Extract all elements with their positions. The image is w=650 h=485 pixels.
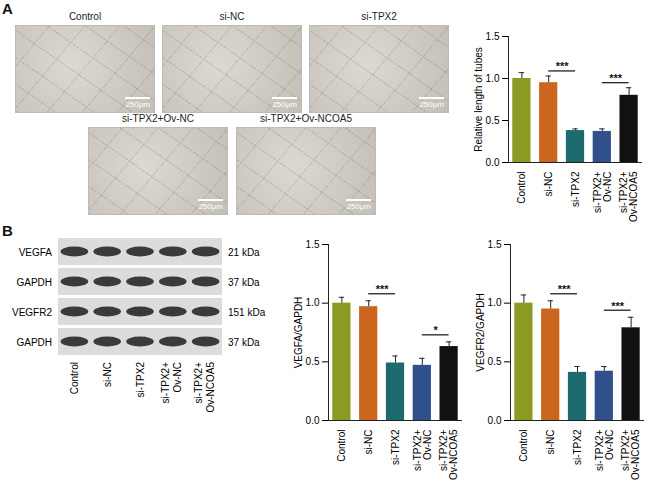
svg-text:si-NC: si-NC (545, 430, 556, 455)
svg-text:0.5: 0.5 (488, 356, 502, 367)
svg-text:0.5: 0.5 (306, 356, 320, 367)
svg-text:1.5: 1.5 (306, 239, 320, 250)
svg-text:si-TPX2+Ov-NCOA5: si-TPX2+Ov-NCOA5 (620, 429, 641, 480)
svg-text:VEGFA: VEGFA (19, 247, 53, 258)
html-text:si-NC: si-NC (219, 11, 245, 22)
html-text:Control: Control (68, 11, 102, 22)
svg-text:VEGFA/GAPDH: VEGFA/GAPDH (293, 297, 304, 369)
svg-text:1.0: 1.0 (486, 73, 500, 84)
svg-text:Control: Control (516, 172, 527, 204)
svg-text:37 kDa: 37 kDa (228, 277, 260, 288)
svg-text:0.0: 0.0 (486, 157, 500, 168)
html-text:250μm: 250μm (346, 202, 371, 211)
svg-text:si-NC: si-NC (363, 430, 374, 455)
svg-text:37 kDa: 37 kDa (228, 337, 260, 348)
svg-text:21 kDa: 21 kDa (228, 247, 260, 258)
svg-text:Control: Control (518, 430, 529, 462)
svg-text:0.5: 0.5 (486, 115, 500, 126)
html-text:250μm: 250μm (419, 100, 444, 109)
svg-text:151 kDa: 151 kDa (228, 307, 266, 318)
svg-text:si-TPX2: si-TPX2 (570, 171, 581, 207)
svg-text:Control: Control (336, 430, 347, 462)
html-text:si-TPX2+Ov-NCOA5: si-TPX2+Ov-NCOA5 (260, 113, 352, 124)
html-text:250μm: 250μm (272, 100, 297, 109)
svg-text:si-TPX2+Ov-NC: si-TPX2+Ov-NC (412, 429, 433, 471)
html-text:B: B (2, 222, 13, 239)
svg-text:si-TPX2: si-TPX2 (572, 429, 583, 465)
svg-text:si-TPX2+Ov-NCOA5: si-TPX2+Ov-NCOA5 (438, 429, 459, 480)
html-text:A: A (2, 0, 13, 17)
svg-text:0.0: 0.0 (488, 415, 502, 426)
svg-text:1.0: 1.0 (488, 297, 502, 308)
svg-text:si-TPX2+Ov-NC: si-TPX2+Ov-NC (594, 429, 615, 471)
html-text:250μm: 250μm (125, 100, 150, 109)
svg-text:1.5: 1.5 (488, 239, 502, 250)
svg-text:si-NC: si-NC (543, 172, 554, 197)
svg-text:***: *** (609, 72, 623, 84)
svg-text:***: *** (611, 300, 625, 312)
svg-text:Control: Control (69, 362, 80, 394)
html-text:si-TPX2: si-TPX2 (361, 11, 397, 22)
svg-text:GAPDH: GAPDH (16, 277, 52, 288)
html-text:250μm: 250μm (198, 202, 223, 211)
svg-text:***: *** (558, 283, 572, 295)
svg-text:***: *** (556, 60, 570, 72)
svg-text:1.0: 1.0 (306, 297, 320, 308)
html-text:si-TPX2+Ov-NC: si-TPX2+Ov-NC (122, 113, 194, 124)
svg-text:si-TPX2+Ov-NC: si-TPX2+Ov-NC (592, 171, 613, 213)
svg-text:si-TPX2+Ov-NC: si-TPX2+Ov-NC (160, 362, 183, 404)
svg-text:1.5: 1.5 (486, 31, 500, 42)
svg-text:si-TPX2: si-TPX2 (390, 429, 401, 465)
svg-text:VEGFR2/GAPDH: VEGFR2/GAPDH (475, 293, 486, 371)
svg-text:si-TPX2: si-TPX2 (135, 362, 146, 398)
svg-text:si-TPX2+Ov-NCOA5: si-TPX2+Ov-NCOA5 (193, 362, 216, 413)
svg-text:VEGFR2: VEGFR2 (12, 307, 52, 318)
svg-text:Relative length of tubes: Relative length of tubes (473, 47, 484, 152)
svg-text:GAPDH: GAPDH (16, 337, 52, 348)
svg-text:si-NC: si-NC (102, 362, 113, 387)
svg-text:si-TPX2+Ov-NCOA5: si-TPX2+Ov-NCOA5 (618, 171, 639, 222)
svg-text:***: *** (376, 283, 390, 295)
svg-text:*: * (434, 324, 439, 336)
svg-text:0.0: 0.0 (306, 415, 320, 426)
